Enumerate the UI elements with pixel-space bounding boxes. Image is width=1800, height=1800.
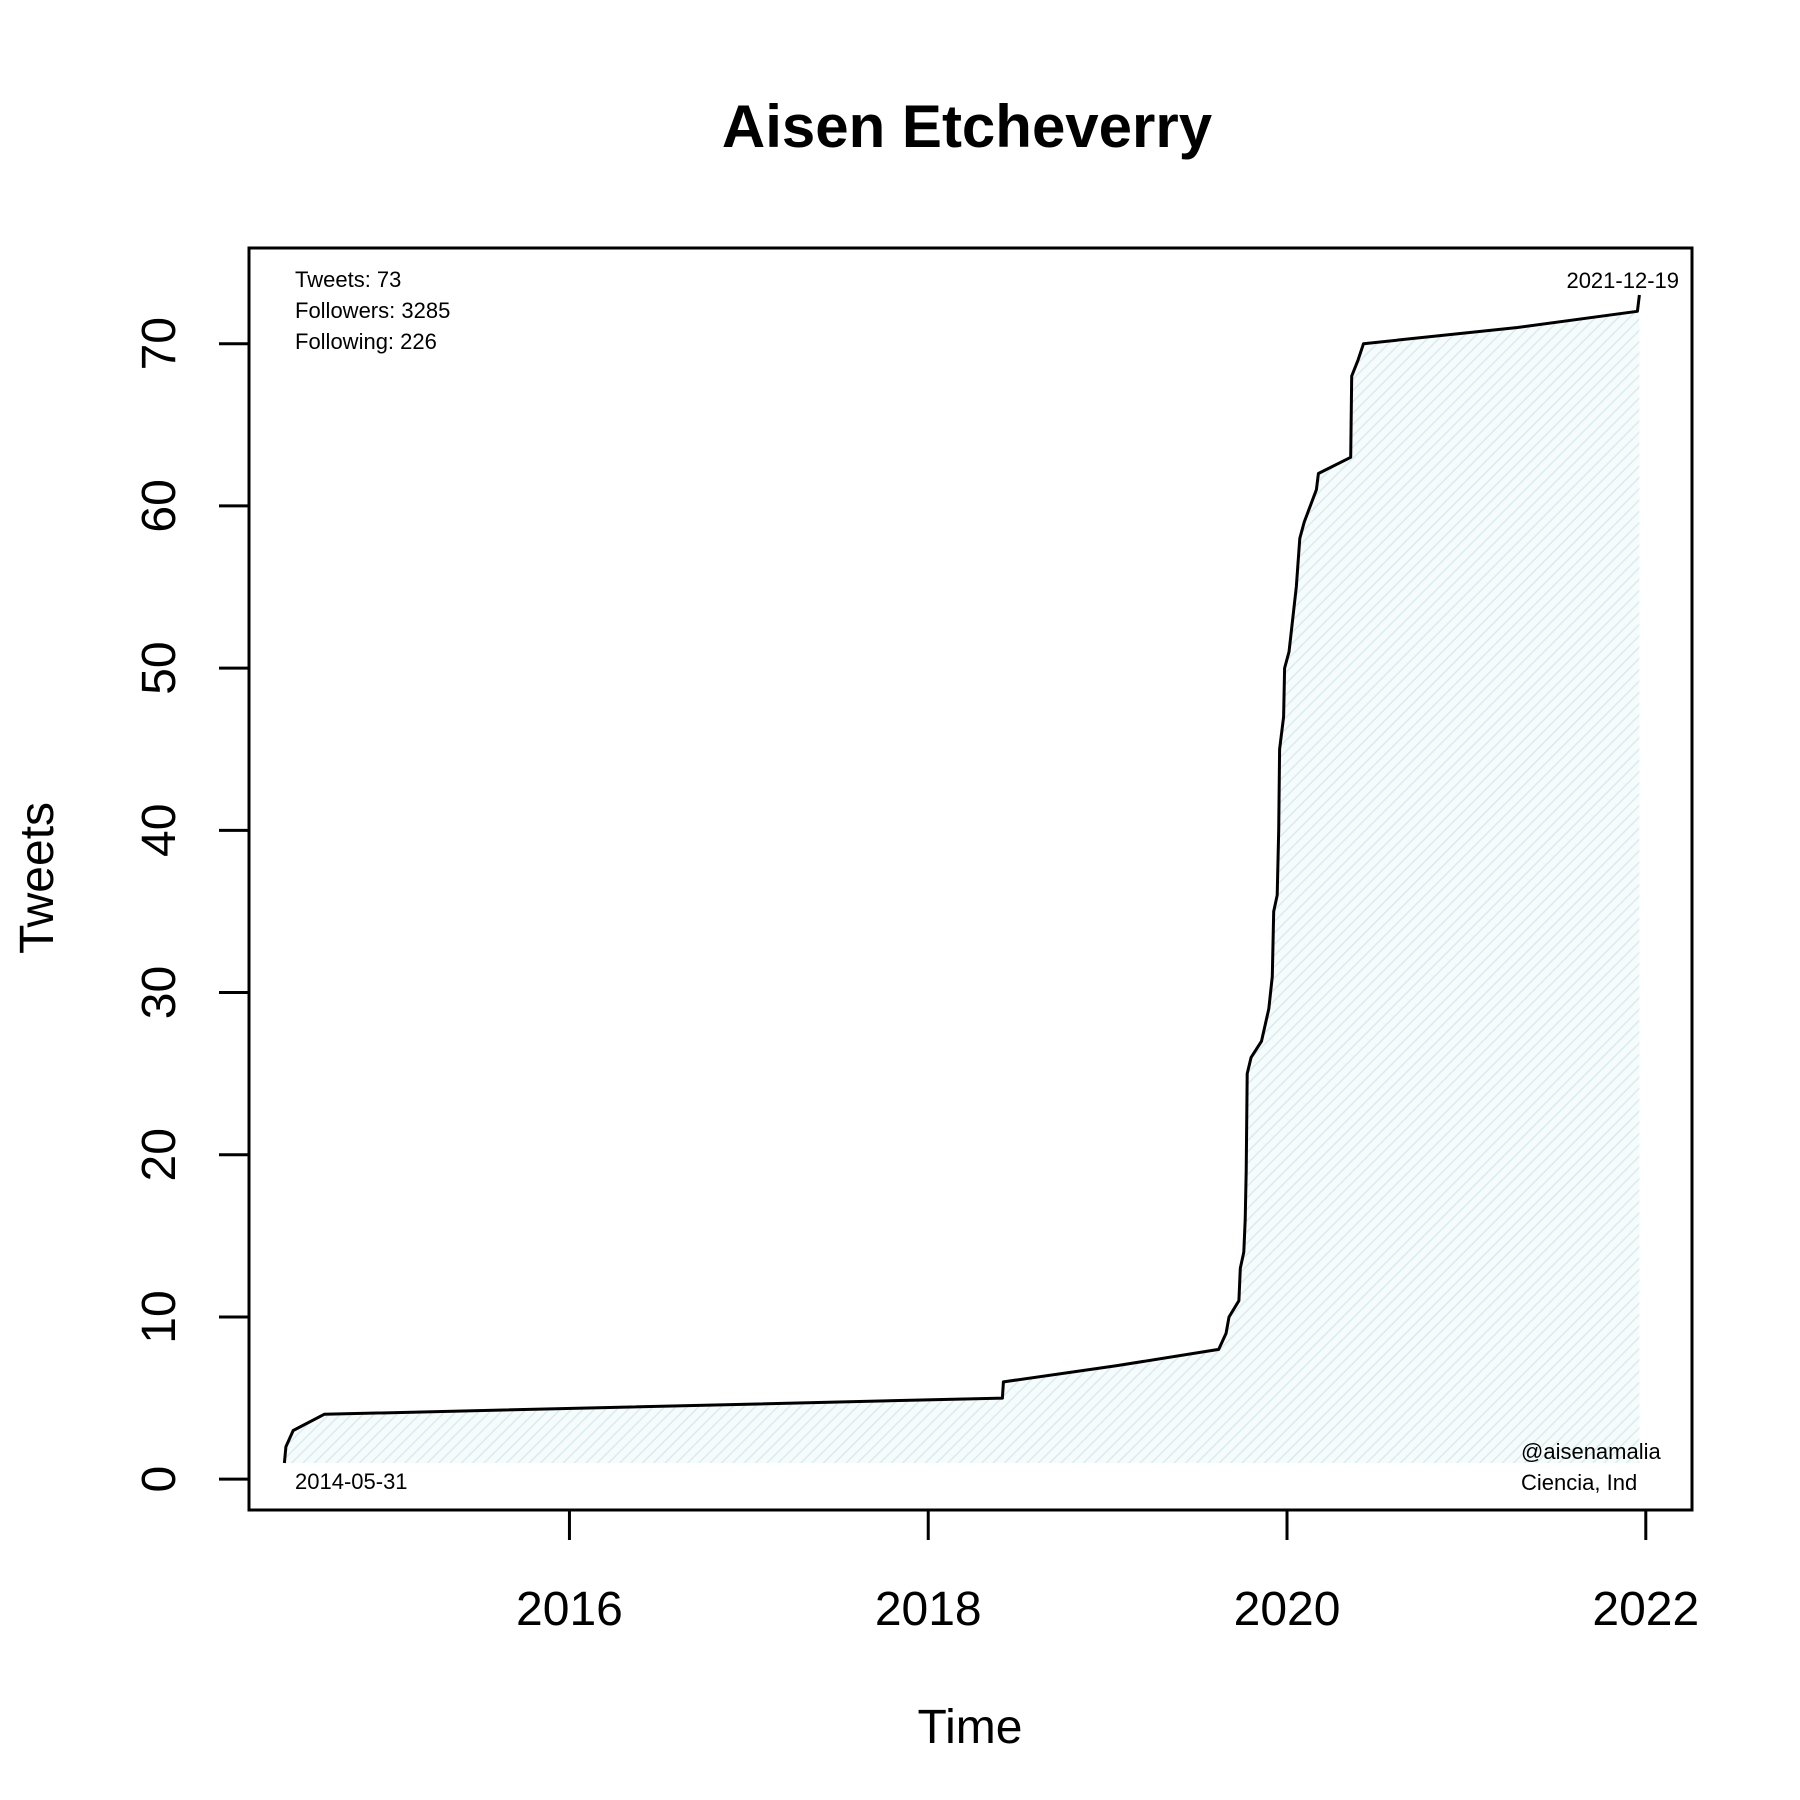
x-tick-label: 2016 — [516, 1583, 623, 1636]
y-tick-label: 20 — [133, 1128, 186, 1181]
stat-tweets: Tweets: 73 — [295, 267, 401, 292]
y-tick-label: 10 — [133, 1290, 186, 1343]
stat-following: Following: 226 — [295, 329, 437, 354]
series-area — [284, 295, 1640, 1463]
handle-label: @aisenamalia — [1521, 1439, 1661, 1464]
series-line — [282, 294, 1641, 1464]
x-axis-label: Time — [918, 1701, 1023, 1754]
start-date-label: 2014-05-31 — [295, 1469, 408, 1494]
x-tick-label: 2022 — [1592, 1583, 1699, 1636]
area-layer — [284, 295, 1640, 1463]
description-label: Ciencia, Ind — [1521, 1470, 1637, 1495]
y-tick-label: 40 — [133, 804, 186, 857]
y-tick-label: 50 — [133, 641, 186, 694]
line-layer — [282, 294, 1641, 1464]
y-tick-label: 60 — [133, 479, 186, 532]
y-tick-label: 70 — [133, 317, 186, 370]
x-tick-label: 2020 — [1234, 1583, 1341, 1636]
stat-followers: Followers: 3285 — [295, 298, 450, 323]
y-axis: 0 10 20 30 40 50 60 70 — [133, 317, 251, 1493]
end-date-label: 2021-12-19 — [1566, 268, 1679, 293]
x-axis: 2016 2018 2020 2022 — [516, 1508, 1699, 1636]
y-tick-label: 0 — [133, 1466, 186, 1493]
chart-title: Aisen Etcheverry — [722, 93, 1213, 160]
x-tick-label: 2018 — [875, 1583, 982, 1636]
y-axis-label: Tweets — [11, 802, 64, 954]
y-tick-label: 30 — [133, 966, 186, 1019]
